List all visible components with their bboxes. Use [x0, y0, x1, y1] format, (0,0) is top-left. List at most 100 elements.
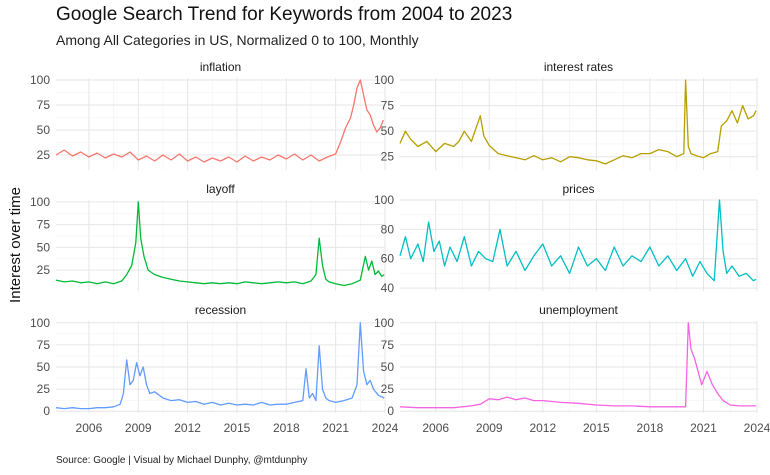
data-point	[203, 161, 204, 162]
data-point	[587, 265, 588, 266]
data-point	[55, 154, 56, 155]
data-point	[483, 136, 484, 137]
y-tick-label: 60	[381, 252, 395, 266]
data-point	[658, 149, 659, 150]
series-line-unemployment	[399, 322, 757, 409]
data-point	[428, 221, 429, 222]
x-tick-label: 2012	[529, 421, 556, 435]
data-point	[376, 131, 377, 132]
data-point	[72, 155, 73, 156]
data-point	[97, 283, 98, 284]
y-tick-label: 50	[37, 123, 51, 137]
data-point	[294, 402, 295, 403]
data-point	[315, 400, 316, 401]
data-point	[399, 255, 400, 256]
data-point	[146, 384, 147, 385]
data-point	[730, 404, 731, 405]
data-point	[162, 154, 163, 155]
data-point	[605, 270, 606, 271]
data-point	[435, 407, 436, 408]
data-point	[578, 157, 579, 158]
y-tick-label: 75	[37, 338, 51, 352]
data-point	[498, 153, 499, 154]
data-point	[667, 255, 668, 256]
data-point	[179, 153, 180, 154]
x-tick-label: 2009	[125, 421, 152, 435]
data-point	[261, 156, 262, 157]
data-point	[149, 393, 150, 394]
data-point	[146, 155, 147, 156]
data-point	[162, 277, 163, 278]
data-point	[524, 397, 525, 398]
data-point	[335, 283, 336, 284]
data-point	[688, 146, 689, 147]
data-point	[717, 151, 718, 152]
data-point	[690, 153, 691, 154]
data-point	[64, 408, 65, 409]
y-tick-label: 25	[381, 150, 395, 164]
data-point	[560, 255, 561, 256]
data-point	[410, 139, 411, 140]
data-point	[319, 238, 320, 239]
data-point	[533, 255, 534, 256]
data-point	[712, 384, 713, 385]
data-point	[373, 124, 374, 125]
data-point	[515, 399, 516, 400]
data-point	[113, 153, 114, 154]
data-point	[253, 160, 254, 161]
data-point	[309, 397, 310, 398]
data-point	[464, 236, 465, 237]
y-tick-label: 75	[37, 98, 51, 112]
y-tick-label: 0	[43, 404, 50, 418]
data-point	[121, 280, 122, 281]
data-point	[569, 156, 570, 157]
x-tick-label: 2018	[637, 421, 664, 435]
data-point	[756, 279, 757, 280]
data-point	[179, 280, 180, 281]
data-point	[753, 280, 754, 281]
data-point	[726, 120, 727, 121]
data-point	[171, 279, 172, 280]
y-tick-label: 100	[374, 316, 394, 330]
data-point	[195, 401, 196, 402]
data-point	[120, 404, 121, 405]
data-point	[457, 261, 458, 262]
data-point	[220, 283, 221, 284]
data-point	[587, 159, 588, 160]
data-point	[277, 281, 278, 282]
data-point	[352, 283, 353, 284]
y-tick-label: 50	[37, 240, 51, 254]
data-point	[64, 281, 65, 282]
data-point	[596, 160, 597, 161]
data-point	[113, 406, 114, 407]
data-point	[464, 131, 465, 132]
data-point	[667, 151, 668, 152]
data-point	[179, 399, 180, 400]
series-line-layoff	[55, 201, 385, 287]
source-caption: Source: Google | Visual by Michael Dunph…	[56, 455, 308, 466]
x-tick-label: 2018	[273, 421, 300, 435]
data-point	[640, 153, 641, 154]
data-point	[569, 273, 570, 274]
data-point	[129, 384, 130, 385]
data-point	[596, 404, 597, 405]
data-point	[747, 405, 748, 406]
y-tick-label: 75	[381, 338, 395, 352]
data-point	[302, 400, 303, 401]
data-point	[64, 149, 65, 150]
data-point	[640, 261, 641, 262]
data-point	[373, 389, 374, 390]
data-point	[542, 400, 543, 401]
data-point	[631, 255, 632, 256]
data-point	[706, 371, 707, 372]
data-point	[381, 276, 382, 277]
data-point	[405, 131, 406, 132]
data-point	[703, 157, 704, 158]
data-point	[423, 261, 424, 262]
data-point	[88, 281, 89, 282]
data-point	[605, 163, 606, 164]
data-point	[489, 145, 490, 146]
y-tick-label: 25	[37, 263, 51, 277]
data-point	[113, 283, 114, 284]
